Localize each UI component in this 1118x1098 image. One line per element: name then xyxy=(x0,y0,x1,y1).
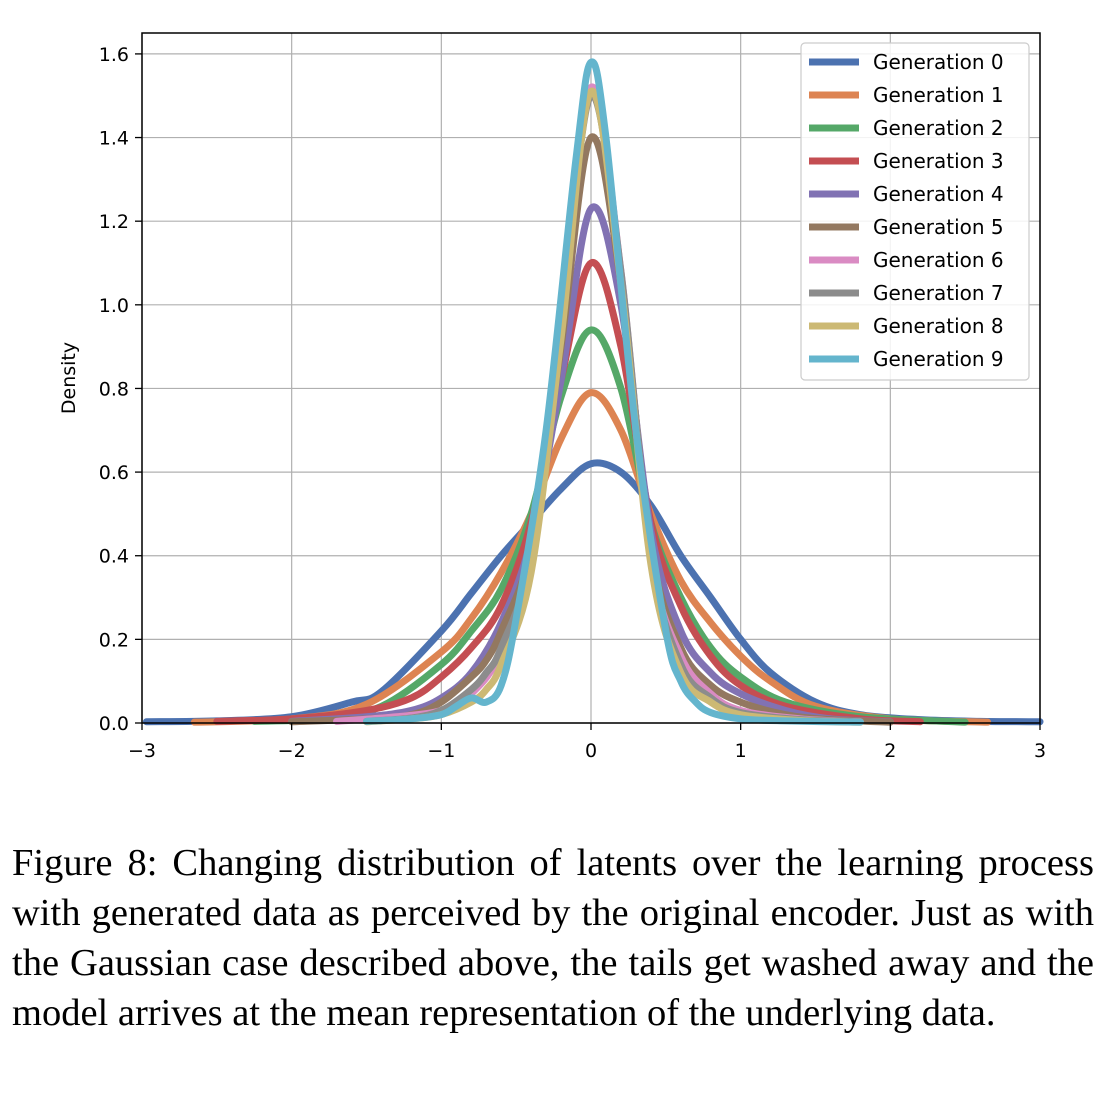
figure-caption: Figure 8: Changing distribution of laten… xyxy=(12,842,1094,1034)
x-tick-label: −2 xyxy=(278,740,306,762)
y-tick-label: 0.4 xyxy=(99,546,129,568)
legend-label: Generation 5 xyxy=(873,215,1004,239)
y-tick-label: 0.6 xyxy=(99,462,129,484)
y-tick-label: 1.6 xyxy=(99,44,129,66)
legend-label: Generation 2 xyxy=(873,116,1004,140)
y-tick-label: 0.8 xyxy=(99,378,129,400)
x-tick-label: −1 xyxy=(427,740,455,762)
legend-label: Generation 4 xyxy=(873,182,1004,206)
legend: Generation 0 Generation 1 Generation 2 Gene… xyxy=(800,42,1030,381)
axis-ticks: −3 −2 −1 0 1 2 3 0.0 0.2 0.4 0.6 0.8 1.0 1.2 1.4 1.6 xyxy=(99,44,1046,762)
legend-label: Generation 1 xyxy=(873,83,1004,107)
legend-label: Generation 8 xyxy=(873,314,1004,338)
y-tick-label: 1.0 xyxy=(99,295,129,317)
x-tick-label: 3 xyxy=(1034,740,1046,762)
series-lines xyxy=(142,58,1044,726)
legend-label: Generation 9 xyxy=(873,347,1004,371)
x-tick-label: −3 xyxy=(128,740,156,762)
y-axis-label: Density xyxy=(58,342,80,414)
legend-label: Generation 3 xyxy=(873,149,1004,173)
series-line-generation-9 xyxy=(363,58,864,726)
x-tick-label: 0 xyxy=(585,740,597,762)
y-tick-label: 1.2 xyxy=(99,211,129,233)
series-line-generation-2 xyxy=(250,326,969,726)
series-line-generation-3 xyxy=(213,259,924,726)
series-line-generation-0 xyxy=(142,459,1044,726)
series-line-generation-1 xyxy=(190,389,992,726)
x-tick-label: 1 xyxy=(735,740,747,762)
y-tick-label: 1.4 xyxy=(99,128,129,150)
legend-label: Generation 6 xyxy=(873,248,1004,272)
legend-label: Generation 0 xyxy=(873,50,1004,74)
density-chart: −3 −2 −1 0 1 2 3 0.0 0.2 0.4 0.6 0.8 1.0 1.2 1.4 1.6 De… xyxy=(58,32,1046,762)
legend-label: Generation 7 xyxy=(873,281,1004,305)
y-tick-label: 0.0 xyxy=(99,713,129,735)
series-line-generation-6 xyxy=(333,83,864,726)
x-tick-label: 2 xyxy=(884,740,896,762)
y-tick-label: 0.2 xyxy=(99,629,129,651)
series-line-generation-5 xyxy=(288,133,894,726)
